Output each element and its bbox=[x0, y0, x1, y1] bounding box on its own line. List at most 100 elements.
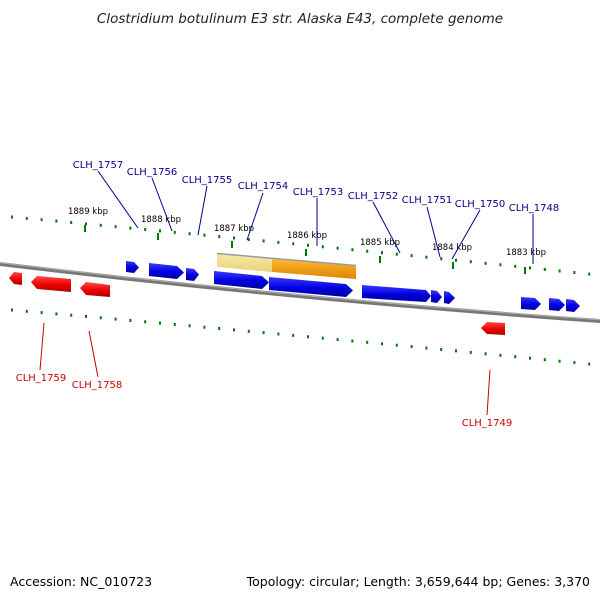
minor-tick bbox=[85, 315, 87, 318]
minor-tick bbox=[425, 255, 428, 259]
forward-gene-arrow bbox=[444, 291, 455, 304]
genome-summary-text: Topology: circular; Length: 3,659,644 bp… bbox=[246, 574, 590, 589]
upper-tick-rail bbox=[11, 215, 591, 276]
minor-tick bbox=[233, 236, 235, 240]
minor-tick bbox=[173, 230, 176, 234]
minor-tick bbox=[499, 263, 502, 267]
minor-tick bbox=[588, 362, 591, 366]
leader-line bbox=[88, 330, 99, 378]
minor-tick bbox=[129, 319, 132, 322]
leader-line bbox=[197, 185, 208, 236]
minor-tick bbox=[218, 327, 221, 330]
forward-gene-arrow bbox=[549, 298, 565, 311]
minor-tick bbox=[381, 251, 383, 255]
minor-tick bbox=[573, 271, 576, 274]
minor-tick bbox=[173, 323, 176, 326]
minor-tick bbox=[85, 222, 87, 226]
gene-label-clh-1758[interactable]: CLH_1758 bbox=[72, 380, 123, 391]
minor-tick bbox=[499, 353, 502, 357]
minor-tick bbox=[55, 312, 58, 316]
minor-tick bbox=[292, 242, 295, 246]
forward-genes bbox=[126, 261, 580, 312]
minor-tick bbox=[558, 359, 561, 363]
leader-line bbox=[97, 170, 139, 229]
tick-label-1885: 1885 kbp bbox=[360, 238, 400, 248]
gene-label-clh-1755[interactable]: CLH_1755 bbox=[182, 175, 233, 186]
minor-tick bbox=[366, 340, 369, 344]
minor-tick bbox=[188, 232, 191, 236]
gene-label-clh-1750[interactable]: CLH_1750 bbox=[455, 199, 506, 210]
gene-label-clh-1754[interactable]: CLH_1754 bbox=[238, 181, 289, 192]
minor-tick bbox=[70, 313, 73, 317]
highlight-region-orange bbox=[272, 259, 356, 279]
forward-gene-arrow bbox=[566, 299, 580, 312]
gene-label-clh-1753[interactable]: CLH_1753 bbox=[293, 187, 344, 198]
minor-tick bbox=[11, 215, 13, 219]
major-tick bbox=[379, 256, 381, 263]
minor-tick bbox=[144, 320, 147, 324]
gene-label-clh-1749[interactable]: CLH_1749 bbox=[462, 418, 513, 429]
forward-gene-arrow bbox=[269, 277, 353, 297]
minor-tick bbox=[25, 309, 28, 313]
gene-label-clh-1752[interactable]: CLH_1752 bbox=[348, 191, 399, 202]
leader-line bbox=[486, 369, 491, 416]
tick-label-1888: 1888 kbp bbox=[141, 215, 181, 225]
forward-leader-lines bbox=[97, 170, 534, 264]
minor-tick bbox=[247, 329, 250, 333]
gene-label-clh-1756[interactable]: CLH_1756 bbox=[127, 167, 178, 178]
major-tick bbox=[452, 262, 454, 269]
minor-tick bbox=[262, 331, 265, 335]
reverse-genes bbox=[9, 272, 505, 335]
minor-tick bbox=[366, 249, 369, 253]
highlight-region-top-edge bbox=[216, 252, 357, 267]
reverse-gene-arrow bbox=[481, 322, 505, 335]
minor-tick bbox=[410, 254, 413, 258]
forward-gene-arrow bbox=[126, 261, 139, 273]
forward-gene-arrow bbox=[431, 290, 442, 303]
minor-tick bbox=[247, 238, 250, 241]
upper-minor-ticks bbox=[11, 215, 591, 276]
gene-label-clh-1759[interactable]: CLH_1759 bbox=[16, 373, 67, 384]
map-title: Clostridium botulinum E3 str. Alaska E43… bbox=[97, 11, 503, 27]
forward-gene-arrow bbox=[521, 297, 541, 310]
minor-tick bbox=[395, 252, 398, 256]
leader-line bbox=[426, 206, 441, 258]
minor-tick bbox=[395, 343, 398, 347]
leader-line bbox=[246, 192, 264, 241]
minor-tick bbox=[40, 311, 43, 315]
major-tick bbox=[84, 225, 86, 232]
minor-tick bbox=[469, 260, 472, 264]
minor-tick bbox=[292, 333, 295, 337]
forward-gene-arrow bbox=[186, 268, 199, 281]
minor-tick bbox=[114, 225, 117, 229]
minor-tick bbox=[455, 258, 457, 262]
minor-tick bbox=[233, 328, 235, 332]
forward-gene-arrow bbox=[362, 285, 431, 302]
minor-tick bbox=[40, 218, 43, 222]
major-tick bbox=[231, 241, 233, 248]
minor-tick bbox=[70, 221, 73, 224]
gene-label-clh-1751[interactable]: CLH_1751 bbox=[402, 195, 453, 206]
minor-tick bbox=[159, 229, 161, 233]
minor-tick bbox=[307, 243, 309, 247]
gene-label-clh-1748[interactable]: CLH_1748 bbox=[509, 203, 560, 214]
lower-tick-rail bbox=[11, 308, 591, 366]
minor-tick bbox=[277, 332, 280, 336]
minor-tick bbox=[307, 335, 309, 339]
accession-text: Accession: NC_010723 bbox=[10, 574, 152, 589]
minor-tick bbox=[573, 361, 576, 365]
minor-tick bbox=[588, 272, 591, 276]
leader-line bbox=[39, 322, 45, 371]
minor-tick bbox=[144, 228, 147, 231]
tick-label-1883: 1883 kbp bbox=[506, 248, 546, 258]
reverse-leader-lines bbox=[39, 322, 491, 416]
minor-tick bbox=[381, 342, 383, 346]
tick-label-1884: 1884 kbp bbox=[432, 243, 472, 253]
minor-tick bbox=[514, 355, 517, 359]
minor-tick bbox=[55, 219, 58, 223]
gene-label-clh-1757[interactable]: CLH_1757 bbox=[73, 160, 124, 171]
reverse-gene-arrow bbox=[80, 282, 110, 297]
highlight-region-pale bbox=[217, 254, 272, 272]
minor-tick bbox=[99, 316, 102, 320]
